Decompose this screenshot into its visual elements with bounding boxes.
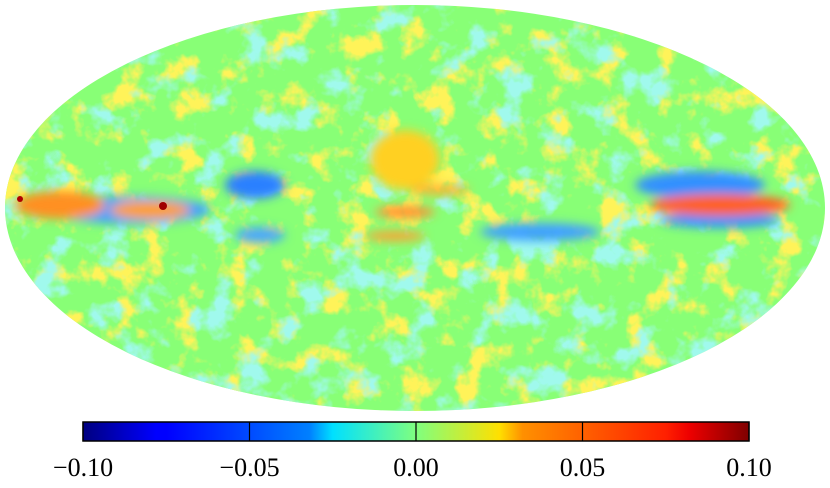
- colorbar-tick-label: 0.10: [726, 453, 772, 482]
- colorbar-tick-label: 0.05: [560, 453, 606, 482]
- sky-map: [5, 5, 825, 411]
- colorbar-tick-label: −0.05: [219, 453, 279, 482]
- colorbar-tick-label: 0.00: [393, 453, 439, 482]
- colorbar-tick-label: −0.10: [53, 453, 113, 482]
